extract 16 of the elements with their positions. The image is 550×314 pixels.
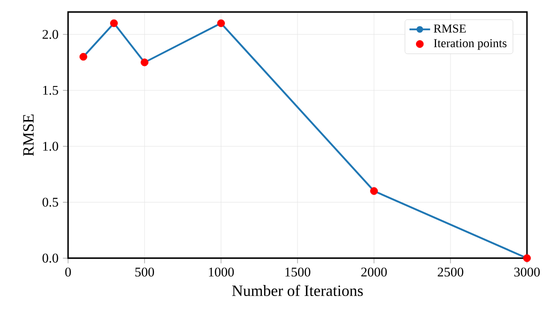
- x-tick-label: 2000: [361, 267, 387, 276]
- y-tick-label: 1.5: [43, 86, 58, 95]
- y-tick-label: 0.0: [42, 254, 58, 263]
- x-tick-label: 3000: [514, 267, 540, 276]
- x-tick-label: 2500: [438, 267, 464, 276]
- x-tick-label: 0: [65, 267, 71, 276]
- y-tick-label: 0.5: [42, 198, 58, 207]
- x-tick-label: 500: [135, 267, 154, 276]
- x-axis-title: Number of Iterations: [232, 284, 363, 296]
- x-tick-label: 1000: [208, 267, 234, 276]
- y-tick-label: 2.0: [42, 30, 58, 39]
- x-tick-label: 1500: [285, 267, 310, 276]
- y-tick-label: 1.0: [43, 142, 58, 151]
- y-axis-title: RMSE: [23, 114, 34, 156]
- legend-label: Iteration points: [434, 39, 506, 50]
- legend-label: RMSE: [434, 24, 466, 33]
